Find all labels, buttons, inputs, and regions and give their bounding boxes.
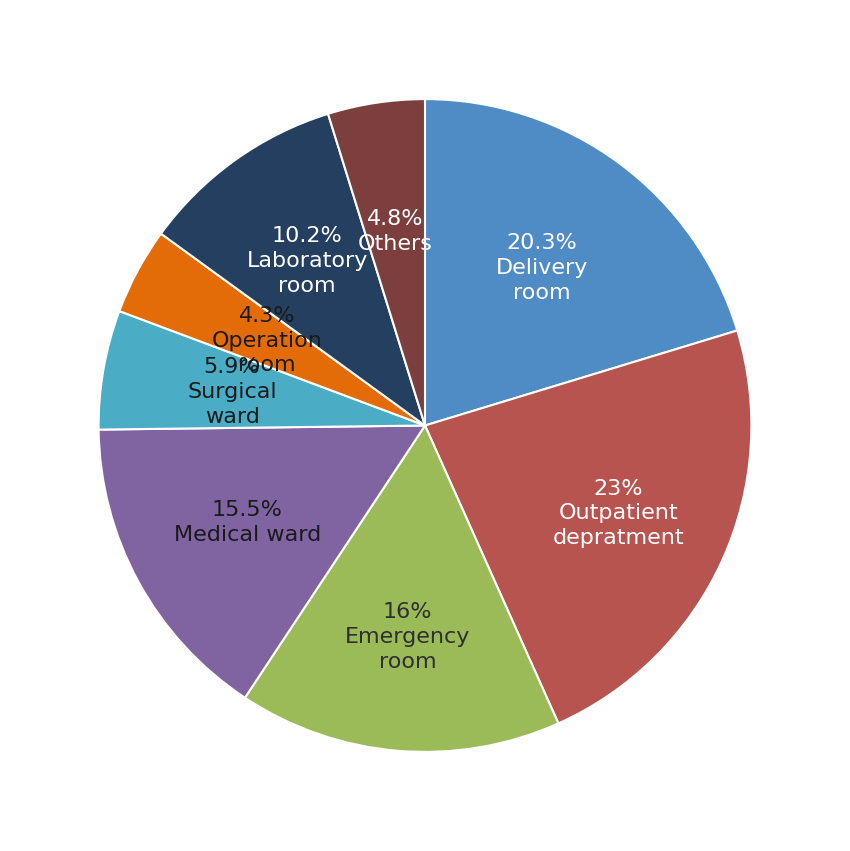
Text: 4.3%
Operation
room: 4.3% Operation room <box>212 306 322 375</box>
Wedge shape <box>328 99 425 426</box>
Wedge shape <box>99 426 425 698</box>
Wedge shape <box>161 114 425 426</box>
Wedge shape <box>425 99 737 426</box>
Text: 5.9%
Surgical
ward: 5.9% Surgical ward <box>187 357 277 426</box>
Text: 15.5%
Medical ward: 15.5% Medical ward <box>173 500 321 545</box>
Wedge shape <box>99 311 425 430</box>
Text: 16%
Emergency
room: 16% Emergency room <box>345 603 470 671</box>
Wedge shape <box>425 330 751 723</box>
Text: 23%
Outpatient
depratment: 23% Outpatient depratment <box>552 478 684 548</box>
Text: 10.2%
Laboratory
room: 10.2% Laboratory room <box>246 226 368 296</box>
Wedge shape <box>245 426 558 752</box>
Wedge shape <box>119 234 425 426</box>
Text: 4.8%
Others: 4.8% Others <box>358 209 433 254</box>
Text: 20.3%
Delivery
room: 20.3% Delivery room <box>496 233 588 303</box>
